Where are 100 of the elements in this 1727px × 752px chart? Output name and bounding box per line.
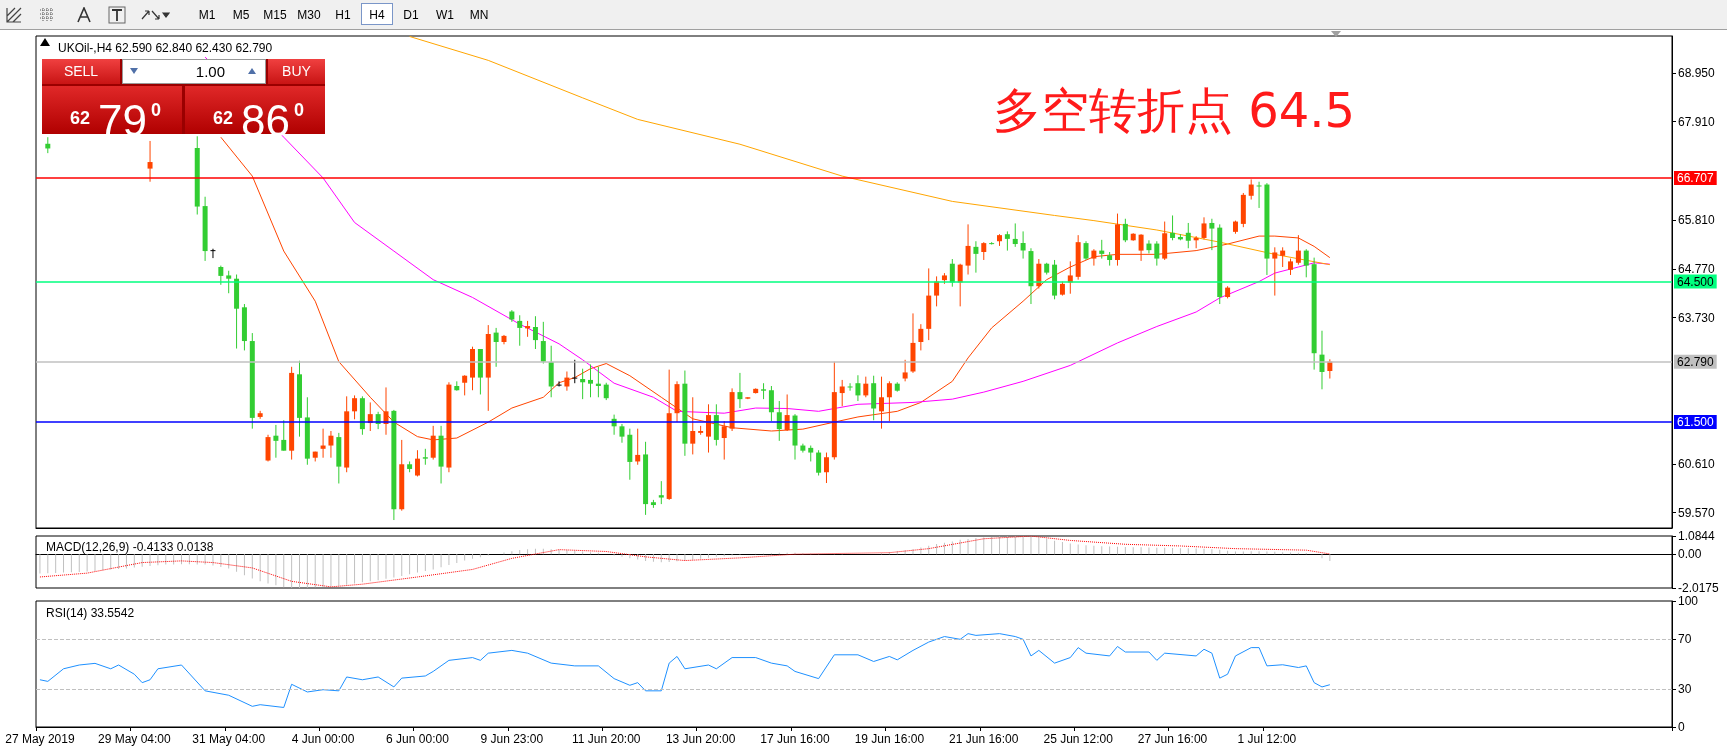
sell-button: SELL <box>42 59 120 84</box>
candlestick <box>572 359 578 384</box>
candlestick <box>918 323 924 351</box>
candlestick <box>273 424 279 459</box>
candlestick <box>281 419 287 452</box>
candlestick <box>902 359 908 382</box>
candlestick <box>619 423 625 444</box>
text: D1 <box>402 7 420 24</box>
chart-title: RSI(14) 33.5542 <box>46 606 135 620</box>
candlestick <box>462 374 468 396</box>
y-tick-label: 0.00 <box>1678 547 1702 562</box>
x-tick-label: 27 May 2019 <box>5 732 75 746</box>
candlestick <box>658 480 664 505</box>
candlestick <box>226 270 232 294</box>
ref-line-label: 66.707 <box>1677 170 1715 185</box>
x-tick-label: 31 May 04:00 <box>192 732 266 746</box>
candlestick <box>839 379 845 407</box>
candlestick <box>493 327 499 368</box>
x-tick-label: 29 May 04:00 <box>97 732 171 746</box>
candlestick <box>989 241 995 246</box>
candlestick <box>934 275 940 307</box>
candlestick <box>823 452 829 484</box>
candlestick <box>1138 233 1144 262</box>
candlestick <box>863 376 869 398</box>
candlestick <box>265 434 271 462</box>
buy-button: BUY <box>268 59 325 84</box>
annotation: 多空转折点 64.5 <box>993 82 1356 138</box>
candlestick <box>1091 248 1097 267</box>
candlestick <box>1256 181 1262 209</box>
candlestick <box>973 240 979 274</box>
chart-title: MACD(12,26,9) -0.4133 0.0138 <box>46 540 214 554</box>
candlestick <box>1170 214 1176 241</box>
candlestick <box>532 315 538 350</box>
candlestick <box>1272 246 1278 297</box>
y-tick-label: -2.0175 <box>1678 581 1720 595</box>
y-tick-label: 67.910 <box>1678 114 1716 129</box>
candlestick <box>414 449 420 477</box>
x-tick-label: 13 Jun 20:00 <box>665 732 736 746</box>
x-tick-label: 11 Jun 20:00 <box>571 732 641 746</box>
y-tick-label: 68.950 <box>1678 66 1716 81</box>
candlestick <box>556 380 562 387</box>
candlestick <box>1209 218 1215 251</box>
text: M1 <box>197 7 217 24</box>
annotation: 62 <box>213 108 234 128</box>
text: H4 <box>361 3 393 25</box>
x-tick-label: 1 Jul 12:00 <box>1237 732 1297 746</box>
candlestick <box>768 385 774 422</box>
ref-line-label: 64.500 <box>1677 274 1715 289</box>
candlestick <box>540 321 546 365</box>
candlestick <box>588 363 594 398</box>
text: M30 <box>296 7 322 24</box>
candlestick <box>1185 222 1191 249</box>
candlestick <box>957 263 963 307</box>
x-tick-label: 27 Jun 16:00 <box>1137 732 1208 746</box>
text: H1 <box>334 7 352 24</box>
x-tick-label: 9 Jun 23:00 <box>480 732 544 746</box>
candlestick <box>886 380 892 422</box>
candlestick <box>1280 246 1286 268</box>
candlestick <box>855 374 861 402</box>
candlestick <box>816 449 822 477</box>
number-field: 1.00 <box>122 59 266 84</box>
ref-line-label: 62.790 <box>1677 354 1715 369</box>
ref-line-label: 61.500 <box>1677 415 1715 430</box>
candlestick <box>328 430 334 459</box>
candlestick <box>1122 218 1128 243</box>
candlestick <box>147 140 153 183</box>
y-tick-label: 0 <box>1678 720 1685 734</box>
line-series <box>39 535 1331 588</box>
candlestick <box>635 428 641 466</box>
candlestick <box>517 314 523 347</box>
candlestick <box>1248 178 1254 201</box>
candlestick <box>1020 230 1026 260</box>
y-tick-label: 70 <box>1678 631 1692 646</box>
candlestick <box>1004 230 1010 252</box>
text: MN <box>468 7 490 24</box>
text: M15 <box>262 7 288 24</box>
y-tick-label: 64.770 <box>1678 261 1716 276</box>
candlestick <box>737 372 743 409</box>
y-tick-label: 30 <box>1678 682 1692 697</box>
y-tick-label: 63.730 <box>1678 310 1716 325</box>
candlestick <box>580 368 586 400</box>
candlestick <box>1099 239 1105 260</box>
line-series <box>39 633 1331 708</box>
candlestick <box>1303 248 1309 278</box>
y-tick-label: 1.0844 <box>1678 529 1716 543</box>
candlestick <box>1154 240 1160 267</box>
candlestick <box>1295 234 1301 266</box>
candlestick <box>847 382 853 392</box>
candlestick <box>210 248 216 259</box>
candlestick <box>352 394 358 420</box>
x-tick-label: 19 Jun 16:00 <box>854 732 925 746</box>
text: M5 <box>231 7 251 24</box>
candlestick <box>1146 239 1152 254</box>
candlestick <box>949 258 955 288</box>
y-tick-label: 100 <box>1678 594 1699 608</box>
candlestick <box>879 376 885 430</box>
y-tick-label: 60.610 <box>1678 456 1716 471</box>
candlestick <box>1083 240 1089 261</box>
text: W1 <box>435 7 455 24</box>
candlestick <box>320 428 326 459</box>
